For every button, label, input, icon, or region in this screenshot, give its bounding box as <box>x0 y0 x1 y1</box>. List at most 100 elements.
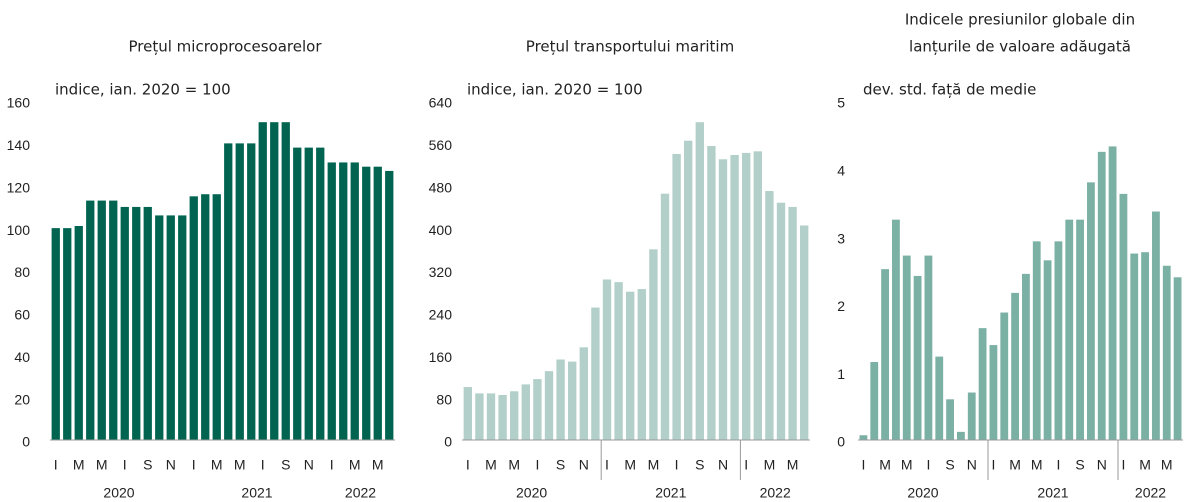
x-tick-label: I <box>744 457 748 473</box>
bar <box>626 291 635 440</box>
x-tick-label: I <box>861 457 865 473</box>
bar <box>166 215 175 440</box>
y-tick-label: 4 <box>837 163 845 179</box>
x-tick-label: I <box>1121 457 1125 473</box>
x-tick-label: I <box>466 457 470 473</box>
unit-label: indice, ian. 2020 = 100 <box>467 81 643 99</box>
bar <box>510 391 519 440</box>
y-tick-label: 240 <box>429 307 453 323</box>
bar <box>201 194 210 440</box>
y-tick-label: 320 <box>429 264 453 280</box>
bar <box>327 162 336 440</box>
bar <box>660 193 670 440</box>
x-tick-label: N <box>967 457 977 473</box>
year-label: 2022 <box>345 485 376 501</box>
bar <box>788 206 797 440</box>
bar <box>672 153 681 440</box>
bar <box>498 394 507 440</box>
bar <box>730 155 739 440</box>
year-label: 2021 <box>1037 485 1068 501</box>
y-tick-label: 0 <box>22 434 30 450</box>
x-tick-label: M <box>879 457 891 473</box>
bar <box>718 159 728 440</box>
y-tick-label: 160 <box>429 349 453 365</box>
bar <box>989 345 998 440</box>
y-tick-label: 140 <box>7 137 31 153</box>
bar <box>373 166 382 440</box>
year-label: 2020 <box>516 485 547 501</box>
bar <box>776 202 786 440</box>
bar <box>1162 265 1171 440</box>
x-tick-label: M <box>1161 457 1173 473</box>
bar <box>556 359 565 440</box>
unit-label: indice, ian. 2020 = 100 <box>55 81 231 99</box>
bar <box>935 356 944 440</box>
bar <box>579 347 588 440</box>
chart-title: Prețul microprocesoarelor <box>129 38 323 56</box>
bar <box>1108 146 1117 440</box>
y-tick-label: 560 <box>429 137 453 153</box>
x-tick-label: I <box>261 457 265 473</box>
x-tick-label: N <box>718 457 728 473</box>
bar <box>946 399 954 440</box>
year-label: 2021 <box>241 485 272 501</box>
bar <box>1054 241 1063 440</box>
bar <box>913 275 922 440</box>
bar <box>247 143 256 440</box>
bar <box>1076 219 1084 440</box>
year-label: 2021 <box>655 485 686 501</box>
x-tick-label: S <box>281 457 290 473</box>
x-tick-label: N <box>304 457 314 473</box>
x-tick-label: S <box>1075 457 1084 473</box>
bar <box>1000 312 1009 440</box>
chart-title: lanțurile de valoare adăugată <box>909 38 1131 56</box>
bar <box>212 194 221 440</box>
bar <box>637 289 646 440</box>
bar <box>533 379 542 440</box>
bar <box>684 140 693 440</box>
x-tick-label: M <box>211 457 223 473</box>
bar <box>97 200 106 440</box>
y-tick-label: 5 <box>837 95 845 111</box>
y-tick-label: 40 <box>14 349 30 365</box>
y-tick-label: 400 <box>429 222 453 238</box>
bar <box>178 215 187 440</box>
chart-title: Prețul transportului maritim <box>526 38 734 56</box>
bar <box>1141 252 1149 440</box>
x-tick-label: S <box>945 457 954 473</box>
bar <box>1152 211 1160 440</box>
bar <box>143 206 152 440</box>
x-tick-label: M <box>234 457 246 473</box>
bar <box>132 206 141 440</box>
bar <box>881 269 889 440</box>
y-tick-label: 80 <box>436 391 452 407</box>
bar <box>614 282 623 440</box>
x-tick-label: I <box>1056 457 1060 473</box>
bar <box>544 371 554 440</box>
bar <box>270 122 279 440</box>
bar <box>902 255 911 440</box>
bar <box>304 147 313 441</box>
y-tick-label: 100 <box>7 222 31 238</box>
x-tick-label: I <box>192 457 196 473</box>
bar <box>967 392 976 440</box>
bar <box>350 162 359 440</box>
y-tick-label: 20 <box>14 391 30 407</box>
y-tick-label: 1 <box>837 366 845 382</box>
bar <box>463 387 472 440</box>
x-tick-label: M <box>485 457 497 473</box>
x-tick-label: S <box>695 457 704 473</box>
bar <box>339 162 348 440</box>
bar <box>892 219 900 440</box>
x-tick-label: M <box>1009 457 1021 473</box>
chart-title: Indicele presiunilor globale din <box>905 11 1135 29</box>
bar <box>800 225 809 440</box>
y-tick-label: 60 <box>14 307 30 323</box>
bar <box>51 228 60 440</box>
y-tick-label: 3 <box>837 230 845 246</box>
bar <box>602 279 612 440</box>
x-tick-label: M <box>624 457 636 473</box>
y-tick-label: 160 <box>7 95 31 111</box>
bar <box>924 255 933 440</box>
y-tick-label: 640 <box>429 95 453 111</box>
